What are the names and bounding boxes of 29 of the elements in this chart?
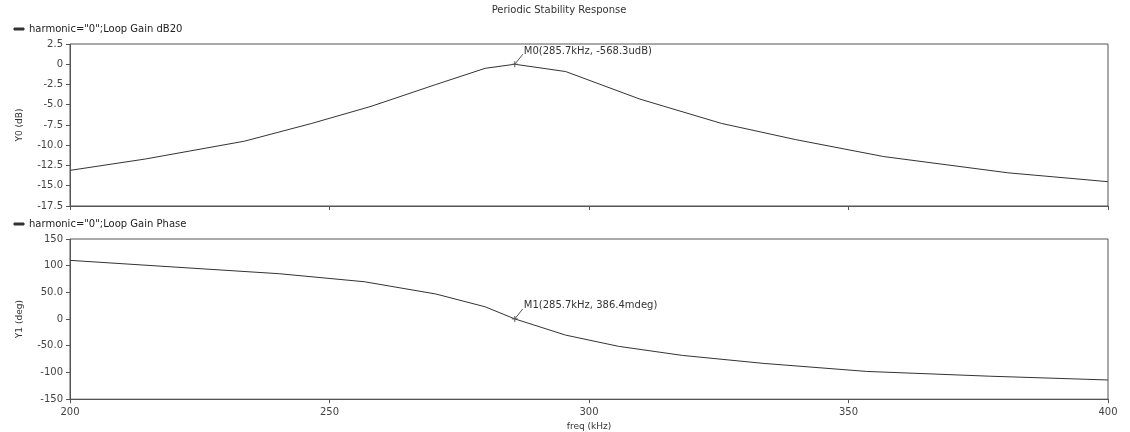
y-tick-label: -2.5: [43, 78, 63, 90]
y-tick-label: 100: [43, 259, 63, 271]
x-tick-label: 200: [60, 405, 80, 417]
x-tick-label: 350: [838, 405, 859, 417]
legend-label: harmonic="0";Loop Gain Phase: [29, 217, 187, 229]
y-tick-label: 50.0: [40, 285, 63, 297]
y-tick-label: -10.0: [37, 138, 63, 150]
y-tick-label: 0: [56, 57, 63, 69]
y-axis-title: Y0 (dB): [13, 108, 24, 143]
y-tick-label: 150: [43, 232, 63, 244]
legend-label: harmonic="0";Loop Gain dB20: [29, 22, 183, 34]
y-tick-label: -100: [40, 366, 63, 378]
y-tick-label: -7.5: [43, 118, 63, 130]
x-tick-label: 400: [1098, 405, 1118, 417]
y-tick-label: -12.5: [37, 159, 63, 171]
chart-title: Periodic Stability Response: [491, 3, 627, 15]
y-axis-title: Y1 (deg): [13, 300, 24, 340]
x-tick-label: 300: [579, 405, 599, 417]
annotation: M0(285.7kHz, -568.3udB): [523, 44, 652, 56]
y-tick-label: -5.0: [43, 98, 63, 110]
y-tick-label: 0: [56, 312, 63, 324]
annotation: M1(285.7kHz, 386.4mdeg): [523, 299, 658, 311]
y-tick-label: -15.0: [37, 179, 63, 191]
y-tick-label: -17.5: [37, 199, 63, 211]
y-tick-label: 2.5: [47, 37, 63, 49]
x-axis-title: freq (kHz): [566, 420, 612, 431]
y-tick-label: -150: [40, 392, 63, 404]
x-tick-label: 250: [319, 405, 340, 417]
y-tick-label: -50.0: [37, 339, 63, 351]
